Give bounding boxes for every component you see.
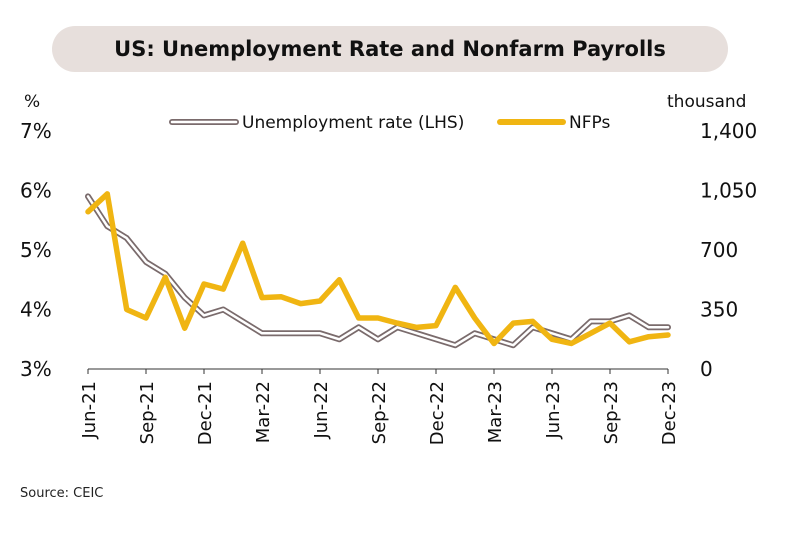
right-tick-label: 1,050 xyxy=(700,179,757,203)
series-nfp-line xyxy=(85,191,671,347)
x-tick-label: Mar-22 xyxy=(253,381,274,443)
left-tick-label: 7% xyxy=(20,119,52,143)
left-tick-label: 5% xyxy=(20,238,52,262)
x-tick-label: Jun-22 xyxy=(311,381,332,440)
legend-label-nfp: NFPs xyxy=(569,113,610,133)
right-axis-unit: thousand xyxy=(667,92,747,112)
legend-label-unemployment: Unemployment rate (LHS) xyxy=(242,113,464,133)
left-axis-unit: % xyxy=(24,92,41,112)
left-tick-label: 4% xyxy=(20,298,52,322)
chart-title: US: Unemployment Rate and Nonfarm Payrol… xyxy=(114,37,666,61)
x-tick-label: Mar-23 xyxy=(485,381,506,443)
x-tick-label: Dec-21 xyxy=(195,381,216,445)
x-tick-label: Sep-23 xyxy=(601,381,622,444)
right-tick-label: 1,400 xyxy=(700,119,757,143)
right-tick-label: 0 xyxy=(700,357,713,381)
x-tick-label: Jun-23 xyxy=(543,381,564,440)
x-tick-label: Jun-21 xyxy=(79,381,100,440)
source-note: Source: CEIC xyxy=(20,486,104,501)
series-unemployment-line xyxy=(86,195,670,347)
x-tick-label: Sep-22 xyxy=(369,381,390,444)
x-tick-label: Dec-23 xyxy=(659,381,680,445)
chart-title-pill: US: Unemployment Rate and Nonfarm Payrol… xyxy=(52,26,728,72)
x-tick-label: Dec-22 xyxy=(427,381,448,445)
left-tick-label: 3% xyxy=(20,357,52,381)
legend: Unemployment rate (LHS) NFPs xyxy=(169,113,610,133)
right-tick-label: 700 xyxy=(700,238,738,262)
right-tick-label: 350 xyxy=(700,298,738,322)
left-tick-label: 6% xyxy=(20,179,52,203)
x-tick-label: Sep-21 xyxy=(137,381,158,444)
series-unemployment-outline xyxy=(85,193,671,349)
